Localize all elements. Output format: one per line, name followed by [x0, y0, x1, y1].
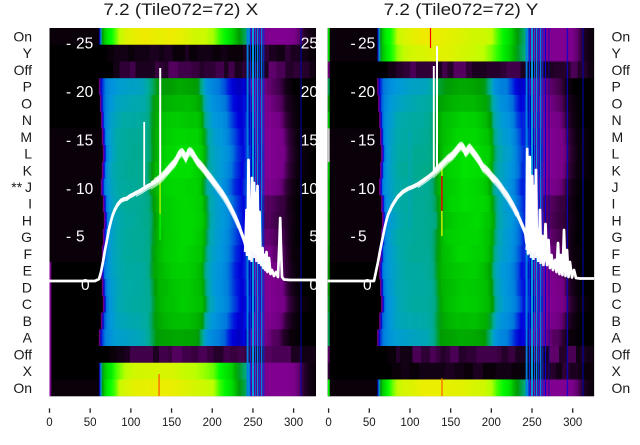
- svg-text:I: I: [28, 196, 32, 212]
- svg-text:L: L: [612, 146, 620, 162]
- svg-text:A: A: [23, 330, 33, 346]
- svg-text:H: H: [612, 213, 622, 229]
- svg-text:M: M: [612, 129, 624, 145]
- svg-text:100: 100: [400, 417, 419, 429]
- svg-text:25: 25: [358, 35, 375, 52]
- svg-text:X: X: [23, 363, 33, 379]
- svg-text:G: G: [612, 229, 623, 245]
- svg-text:200: 200: [482, 417, 501, 429]
- svg-text:-: -: [351, 181, 356, 198]
- svg-text:N: N: [22, 112, 32, 128]
- svg-text:K: K: [23, 162, 33, 178]
- svg-text:25: 25: [76, 35, 93, 52]
- svg-text:C: C: [22, 296, 32, 312]
- svg-text:0: 0: [325, 417, 331, 429]
- svg-text:150: 150: [441, 417, 460, 429]
- svg-text:G: G: [21, 229, 32, 245]
- svg-text:E: E: [612, 263, 621, 279]
- svg-text:** J: ** J: [11, 179, 32, 195]
- svg-text:E: E: [23, 263, 32, 279]
- svg-text:15: 15: [358, 133, 375, 150]
- svg-text:-: -: [351, 35, 356, 52]
- svg-text:10: 10: [358, 181, 376, 198]
- svg-text:On: On: [13, 28, 32, 44]
- svg-text:L: L: [24, 146, 32, 162]
- svg-text:O: O: [612, 95, 623, 111]
- svg-text:D: D: [612, 279, 622, 295]
- svg-text:N: N: [612, 112, 622, 128]
- svg-text:50: 50: [84, 417, 97, 429]
- svg-text:O: O: [21, 95, 32, 111]
- svg-text:Off: Off: [612, 346, 631, 362]
- svg-text:10: 10: [301, 181, 319, 198]
- svg-text:I: I: [612, 196, 616, 212]
- svg-text:Off: Off: [14, 62, 33, 78]
- svg-text:P: P: [23, 79, 32, 95]
- svg-text:-: -: [66, 133, 71, 150]
- svg-text:15: 15: [76, 133, 93, 150]
- svg-text:300: 300: [284, 417, 303, 429]
- svg-text:X: X: [612, 363, 622, 379]
- svg-text:100: 100: [121, 417, 140, 429]
- svg-text:5: 5: [309, 229, 318, 246]
- svg-text:0: 0: [46, 417, 52, 429]
- svg-text:5: 5: [76, 229, 85, 246]
- svg-text:-: -: [66, 84, 71, 101]
- svg-text:-: -: [66, 229, 71, 246]
- svg-text:300: 300: [563, 417, 582, 429]
- svg-text:-: -: [66, 181, 71, 198]
- svg-text:0: 0: [363, 277, 372, 294]
- svg-text:On: On: [612, 380, 631, 396]
- svg-text:0: 0: [81, 277, 90, 294]
- svg-text:Off: Off: [612, 62, 631, 78]
- svg-text:-: -: [351, 84, 356, 101]
- svg-text:150: 150: [162, 417, 181, 429]
- svg-text:7.2 (Tile072=72) Y: 7.2 (Tile072=72) Y: [384, 0, 539, 19]
- svg-text:5: 5: [358, 229, 367, 246]
- svg-text:20: 20: [358, 84, 376, 101]
- svg-text:200: 200: [203, 417, 222, 429]
- svg-text:50: 50: [363, 417, 376, 429]
- svg-text:On: On: [13, 380, 32, 396]
- svg-text:B: B: [612, 313, 621, 329]
- svg-text:K: K: [612, 162, 622, 178]
- svg-text:C: C: [612, 296, 622, 312]
- svg-text:J: J: [612, 179, 619, 195]
- svg-text:250: 250: [243, 417, 262, 429]
- svg-text:M: M: [20, 129, 32, 145]
- svg-text:D: D: [22, 279, 32, 295]
- svg-text:0: 0: [309, 277, 318, 294]
- svg-text:F: F: [23, 246, 32, 262]
- svg-text:F: F: [612, 246, 621, 262]
- svg-text:10: 10: [76, 181, 94, 198]
- svg-text:-: -: [351, 133, 356, 150]
- svg-text:H: H: [22, 213, 32, 229]
- svg-text:250: 250: [522, 417, 541, 429]
- svg-text:P: P: [612, 79, 621, 95]
- svg-text:A: A: [612, 330, 622, 346]
- svg-text:B: B: [23, 313, 32, 329]
- svg-text:15: 15: [301, 133, 318, 150]
- svg-text:On: On: [612, 28, 631, 44]
- svg-text:-: -: [351, 229, 356, 246]
- svg-text:20: 20: [76, 84, 94, 101]
- svg-text:Y: Y: [23, 45, 33, 61]
- svg-text:7.2 (Tile072=72) X: 7.2 (Tile072=72) X: [103, 0, 258, 19]
- svg-text:Off: Off: [14, 346, 33, 362]
- svg-text:20: 20: [301, 84, 319, 101]
- svg-text:-: -: [66, 35, 71, 52]
- svg-text:25: 25: [301, 35, 318, 52]
- svg-text:Y: Y: [612, 45, 622, 61]
